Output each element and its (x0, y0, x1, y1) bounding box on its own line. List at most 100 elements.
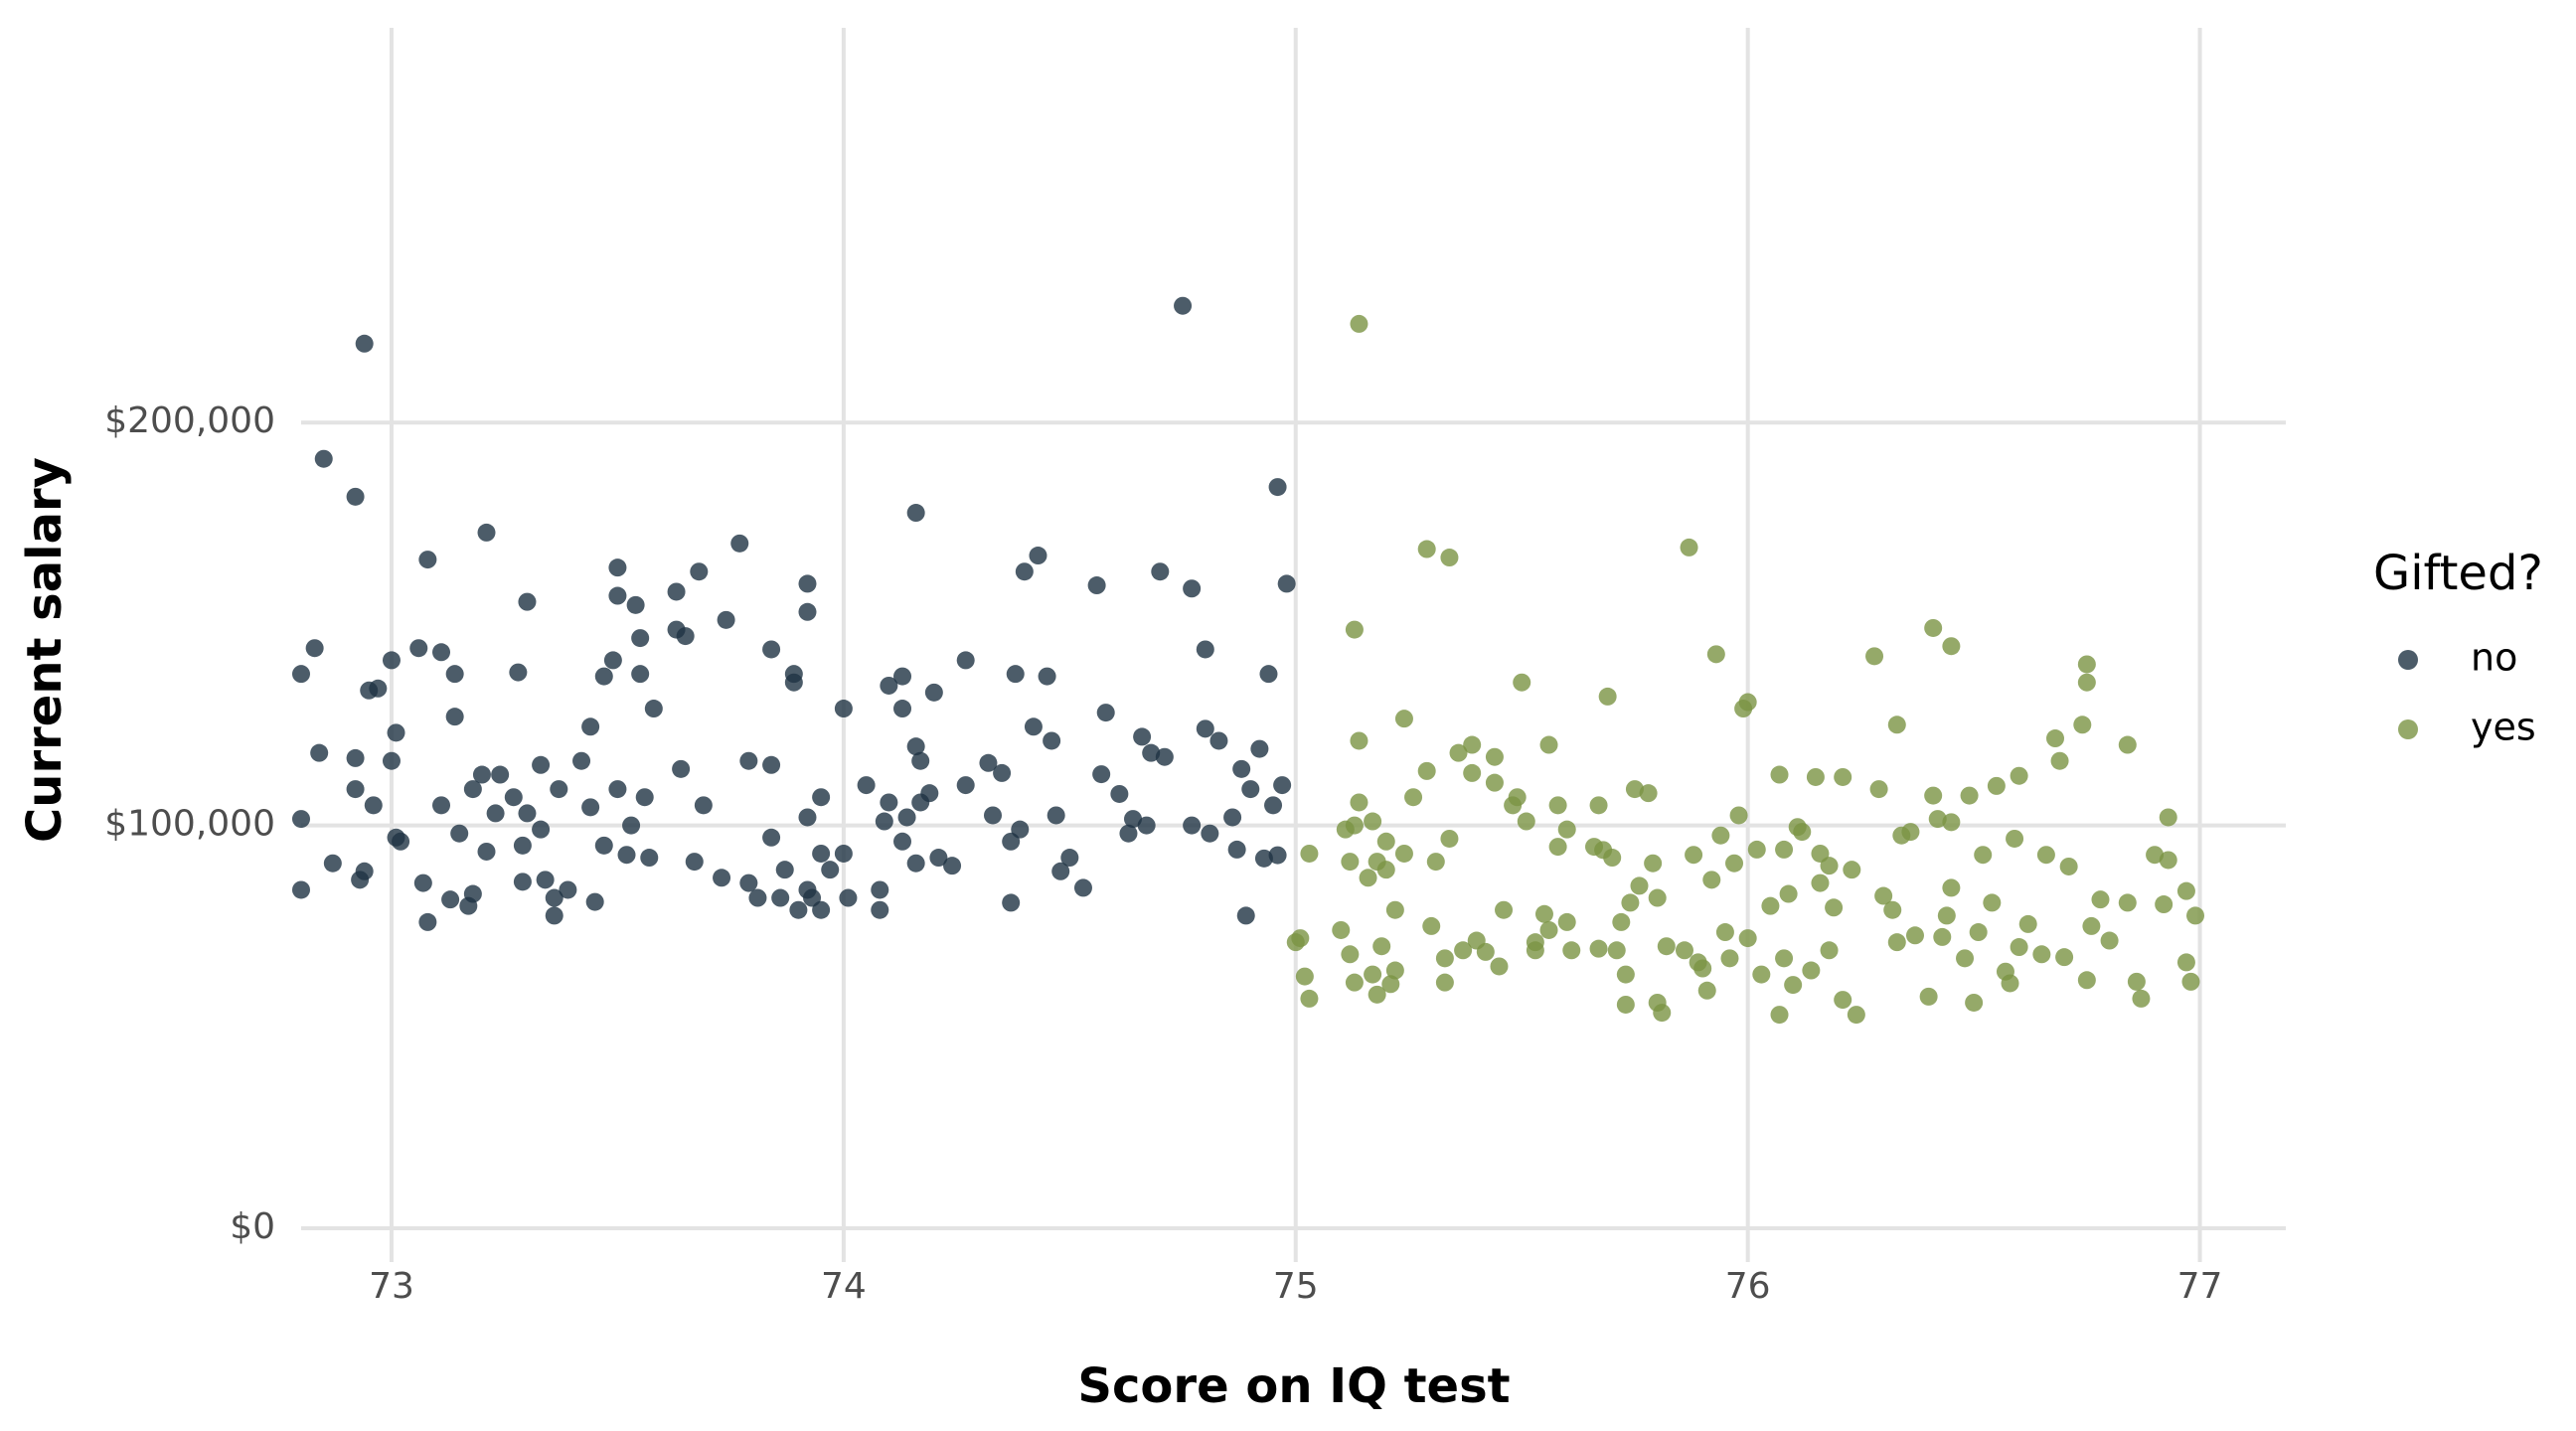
point (1345, 620, 1364, 639)
point (1937, 906, 1956, 925)
point (1725, 854, 1744, 873)
point (1241, 780, 1260, 799)
point (1811, 874, 1830, 892)
point (1174, 296, 1193, 315)
point (486, 804, 505, 823)
point (1697, 981, 1716, 1000)
point (640, 849, 659, 868)
point (477, 842, 496, 861)
point (626, 595, 645, 614)
point (2186, 906, 2205, 925)
point (1422, 916, 1441, 935)
point (1738, 929, 1757, 948)
point (1779, 884, 1798, 903)
point (292, 880, 310, 899)
point (667, 582, 686, 601)
point (983, 806, 1002, 825)
point (1513, 673, 1531, 692)
point (1368, 985, 1386, 1004)
point (1490, 957, 1509, 976)
point (1463, 735, 1482, 754)
point (1508, 788, 1527, 807)
point (1865, 647, 1884, 666)
point (1752, 965, 1771, 984)
x-tick-label: 74 (821, 1266, 867, 1307)
point (1024, 717, 1043, 736)
point (644, 700, 663, 718)
point (1142, 743, 1161, 762)
point (1259, 665, 1278, 684)
point (1616, 995, 1635, 1014)
point (812, 900, 831, 919)
point (1820, 857, 1839, 875)
point (1043, 731, 1061, 750)
point (1648, 993, 1667, 1012)
point (1300, 844, 1319, 863)
point (1557, 820, 1576, 839)
point (1364, 812, 1382, 831)
point (1011, 820, 1030, 839)
point (1250, 739, 1269, 758)
point (893, 667, 912, 686)
point (1820, 941, 1839, 960)
point (1539, 735, 1558, 754)
point (834, 844, 853, 863)
point (1644, 854, 1663, 873)
point (2077, 971, 2096, 990)
point (875, 812, 893, 831)
point (413, 874, 432, 892)
point (1612, 912, 1631, 931)
point (1648, 888, 1667, 907)
point (513, 873, 532, 891)
point (857, 776, 876, 795)
x-tick-label: 75 (1273, 1266, 1319, 1307)
point (631, 665, 650, 684)
point (1924, 618, 1943, 637)
point (979, 753, 998, 772)
point (1435, 973, 1454, 992)
point (635, 788, 654, 807)
point (1350, 793, 1368, 812)
point (1341, 853, 1360, 872)
point (1151, 562, 1170, 581)
point (2046, 729, 2065, 748)
point (906, 737, 925, 756)
point (1834, 991, 1852, 1010)
point (993, 763, 1012, 782)
y-tick-label: $100,000 (104, 804, 275, 845)
point (1295, 967, 1314, 986)
point (608, 586, 627, 605)
point (491, 765, 510, 784)
y-tick-label: $200,000 (104, 400, 275, 441)
point (545, 906, 564, 925)
point (1847, 1006, 1865, 1025)
legend-key (2398, 650, 2418, 670)
point (1974, 846, 1993, 865)
point (305, 639, 324, 658)
point (594, 667, 613, 686)
point (1887, 716, 1906, 734)
point (1015, 562, 1034, 581)
point (694, 796, 713, 815)
x-tick-label: 76 (1725, 1266, 1771, 1307)
point (1435, 949, 1454, 968)
point (2127, 972, 2146, 991)
point (536, 871, 555, 889)
point (608, 780, 627, 799)
point (2055, 948, 2074, 967)
point (1404, 788, 1423, 807)
point (1883, 900, 1902, 919)
point (2077, 655, 2096, 674)
point (672, 759, 691, 778)
point (418, 551, 437, 569)
point (550, 780, 568, 799)
point (880, 793, 898, 812)
point (839, 888, 858, 907)
point (924, 683, 943, 702)
y-axis-title: Current salary (17, 457, 73, 843)
point (1006, 665, 1025, 684)
point (1784, 976, 1803, 995)
point (1495, 900, 1514, 919)
point (798, 808, 817, 827)
point (2018, 914, 2037, 933)
